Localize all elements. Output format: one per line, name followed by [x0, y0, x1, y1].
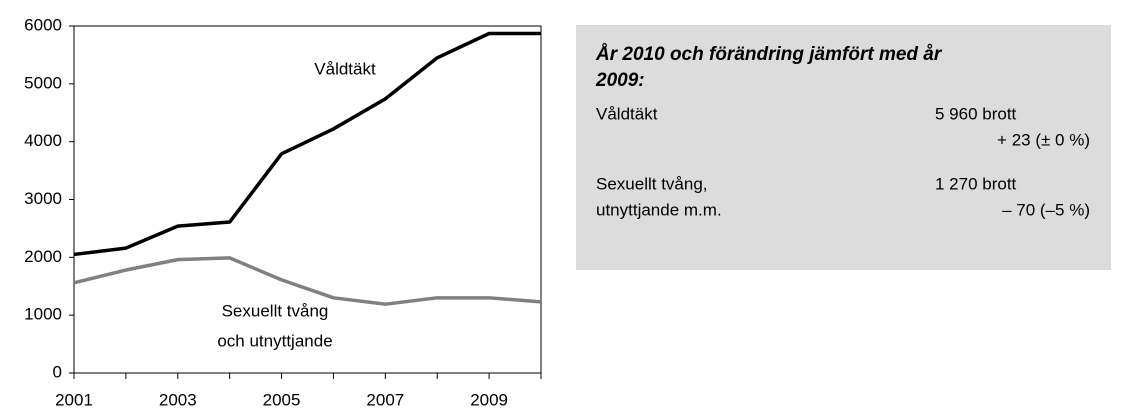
y-tick-label: 6000 [24, 15, 62, 34]
info-value: 5 960 brott [935, 104, 1017, 123]
info-title: År 2010 och förändring jämfört med år 200… [595, 44, 943, 91]
info-box [576, 25, 1111, 270]
annotation: och utnyttjande [217, 331, 332, 350]
line-series [73, 31, 541, 257]
info-label: Sexuellt tvång, [596, 174, 708, 193]
annotation: Våldtäkt [314, 59, 376, 78]
plot-frame [73, 25, 542, 374]
info-label: Våldtäkt [596, 104, 658, 123]
x-tick-label: 2005 [263, 390, 301, 409]
y-tick-label: 0 [53, 362, 62, 381]
x-tick-label: 2007 [366, 390, 404, 409]
x-tick-label: 2003 [159, 390, 197, 409]
info-label: utnyttjande m.m. [596, 200, 722, 219]
x-tick-label: 2001 [55, 390, 93, 409]
y-tick-label: 3000 [24, 189, 62, 208]
y-tick-label: 1000 [24, 305, 62, 324]
annotation: Sexuellt tvång [222, 301, 329, 320]
info-value: – 70 (–5 %) [1002, 200, 1090, 219]
y-tick-label: 2000 [24, 247, 62, 266]
x-tick-label: 2009 [470, 390, 508, 409]
info-value: 1 270 brott [935, 174, 1017, 193]
y-tick-label: 5000 [24, 73, 62, 92]
line-series [73, 256, 542, 306]
y-tick-label: 4000 [24, 131, 62, 150]
info-value: + 23 (± 0 %) [997, 130, 1090, 149]
